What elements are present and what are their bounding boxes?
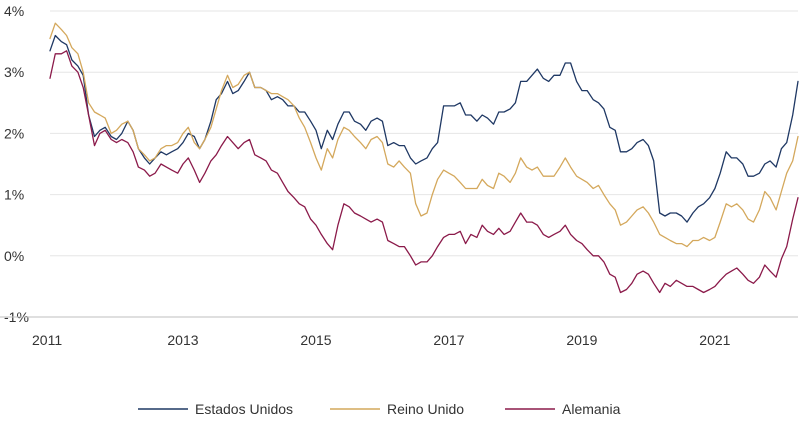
- y-tick-label: 0%: [4, 248, 24, 264]
- x-tick-label: 2013: [167, 332, 198, 348]
- legend-label-estados-unidos: Estados Unidos: [195, 401, 293, 417]
- y-tick-label: 2%: [4, 125, 24, 141]
- legend-label-reino-unido: Reino Unido: [387, 401, 464, 417]
- legend: Estados Unidos Reino Unido Alemania: [138, 401, 621, 417]
- plot-area: [49, 22, 799, 294]
- series-line-estados-unidos: [49, 34, 799, 223]
- x-tick-label: 2019: [566, 332, 597, 348]
- series-line-alemania: [49, 50, 799, 294]
- x-tick-label: 2021: [699, 332, 730, 348]
- x-tick-label: 2017: [433, 332, 464, 348]
- x-axis: 2011 2013 2015 2017 2019 2021: [32, 332, 731, 348]
- x-tick-label: 2011: [32, 332, 62, 348]
- y-tick-label: 3%: [4, 64, 24, 80]
- x-tick-label: 2015: [300, 332, 331, 348]
- legend-label-alemania: Alemania: [562, 401, 621, 417]
- y-tick-label: 4%: [4, 3, 24, 19]
- grid: [50, 10, 798, 257]
- y-tick-label: 1%: [4, 187, 24, 203]
- series-line-reino-unido: [49, 22, 799, 248]
- y-axis: -1%0%1%2%3%4%: [4, 3, 29, 325]
